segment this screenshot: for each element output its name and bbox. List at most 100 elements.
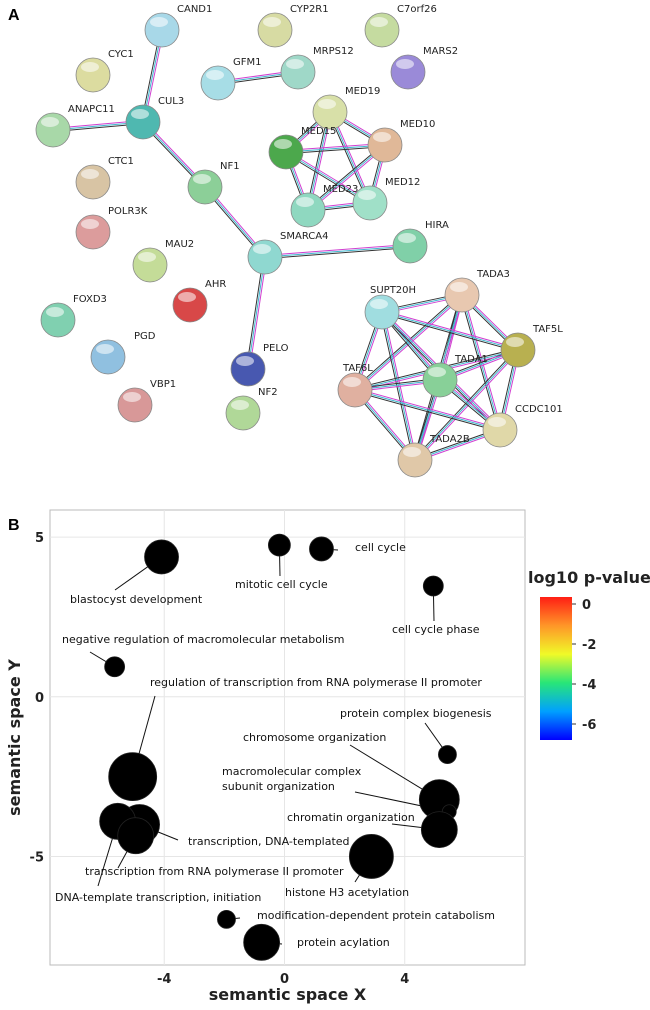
edge xyxy=(247,256,266,370)
node-label: MED19 xyxy=(345,86,380,97)
node-label: MED12 xyxy=(385,177,420,188)
point-label: blastocyst development xyxy=(70,593,203,606)
node-label: ANAPC11 xyxy=(68,104,115,115)
edge xyxy=(245,256,264,369)
node-label: TADA3 xyxy=(476,269,510,280)
x-tick-label: -4 xyxy=(157,972,171,987)
node-highlight xyxy=(123,392,141,402)
node-label: TAF5L xyxy=(532,324,563,335)
point-label: transcription, DNA-templated xyxy=(188,835,350,848)
node-highlight xyxy=(193,174,211,184)
bubble xyxy=(108,752,158,802)
point-label: histone H3 acetylation xyxy=(285,886,409,899)
edge xyxy=(413,348,518,460)
plot-area xyxy=(49,509,526,966)
node-label: NF2 xyxy=(258,387,278,398)
edge xyxy=(414,349,519,461)
node-label: FOXD3 xyxy=(73,294,107,305)
node-highlight xyxy=(138,252,156,262)
node-highlight xyxy=(274,139,292,149)
node-highlight xyxy=(253,244,271,254)
node-label: TADA2B xyxy=(429,434,470,445)
node-label: CAND1 xyxy=(177,4,212,15)
node-label: SMARCA4 xyxy=(280,231,328,242)
node-label: VBP1 xyxy=(150,379,176,390)
node-highlight xyxy=(236,356,254,366)
edge xyxy=(382,309,519,349)
colorbar-tick-label: -6 xyxy=(582,718,596,733)
edge xyxy=(249,257,268,370)
node-label: PELO xyxy=(263,343,289,354)
node-label: MARS2 xyxy=(423,46,458,57)
bubble xyxy=(438,745,457,764)
node-highlight xyxy=(506,337,524,347)
point-label: regulation of transcription from RNA pol… xyxy=(150,676,482,689)
edge xyxy=(354,391,500,433)
edge xyxy=(264,245,411,258)
y-tick-label: 5 xyxy=(35,531,44,546)
node-label: CUL3 xyxy=(158,96,184,107)
x-tick-label: 4 xyxy=(400,972,409,987)
node-label: CYC1 xyxy=(108,49,134,60)
point-label: chromatin organization xyxy=(287,811,415,824)
node-highlight xyxy=(318,99,336,109)
label-line: subunit organization xyxy=(222,780,335,793)
panel-label: B xyxy=(8,517,20,534)
node-highlight xyxy=(231,400,249,410)
node-highlight xyxy=(178,292,196,302)
bubble xyxy=(420,811,458,849)
colorbar-tick-label: -2 xyxy=(582,638,596,653)
bubble xyxy=(144,539,179,575)
edge xyxy=(381,311,519,351)
bubble xyxy=(422,575,444,597)
bubble-plot: -4 0 4 -5 0 5 semantic space X semantic space Y… xyxy=(5,510,650,1004)
node-highlight xyxy=(403,447,421,457)
node-label: CCDC101 xyxy=(515,404,563,415)
node-highlight xyxy=(150,17,168,27)
point-label: cell cycle xyxy=(355,541,406,554)
node-highlight xyxy=(81,169,99,179)
node-label: HIRA xyxy=(425,220,449,231)
node-highlight xyxy=(96,344,114,354)
bubble xyxy=(348,834,394,879)
node-label: CTC1 xyxy=(108,156,134,167)
node-label: C7orf26 xyxy=(397,4,437,15)
point-label: negative regulation of macromolecular me… xyxy=(62,633,345,646)
node-highlight xyxy=(370,299,388,309)
node-label: AHR xyxy=(205,279,226,290)
colorbar-tick-label: 0 xyxy=(582,598,591,613)
point-label: transcription from RNA polymerase II pro… xyxy=(85,865,344,878)
colorbar-tick-label: -4 xyxy=(582,678,596,693)
node-highlight xyxy=(81,219,99,229)
point-label: protein acylation xyxy=(297,936,390,949)
node-highlight xyxy=(81,62,99,72)
bubble xyxy=(217,909,236,929)
edge xyxy=(264,243,410,256)
node-highlight xyxy=(263,17,281,27)
point-label: macromolecular complex subunit organizati… xyxy=(222,765,362,793)
node-highlight xyxy=(131,109,149,119)
edge xyxy=(355,387,501,429)
network: CAND1 CYP2R1 C7orf26 CYC1 GFM1 MRPS12 MARS2 MED… xyxy=(35,4,563,478)
colorbar xyxy=(540,597,572,740)
edge xyxy=(383,311,418,460)
node-highlight xyxy=(206,70,224,80)
point-label: cell cycle phase xyxy=(392,623,480,636)
y-tick-label: -5 xyxy=(30,850,44,865)
node-highlight xyxy=(398,233,416,243)
node-highlight xyxy=(296,197,314,207)
panel-label: A xyxy=(8,7,20,24)
edge xyxy=(354,389,501,431)
x-tick-label: 0 xyxy=(280,972,289,987)
y-tick-label: 0 xyxy=(35,691,44,706)
point-label: chromosome organization xyxy=(243,731,386,744)
bubble xyxy=(117,817,155,855)
label-line: macromolecular complex xyxy=(222,765,362,778)
node-label: MED10 xyxy=(400,119,435,130)
point-label: DNA-template transcription, initiation xyxy=(55,891,261,904)
bubble xyxy=(267,533,291,557)
node-label: MRPS12 xyxy=(313,46,354,57)
node-label: POLR3K xyxy=(108,206,148,217)
node-label: MED15 xyxy=(301,126,336,137)
